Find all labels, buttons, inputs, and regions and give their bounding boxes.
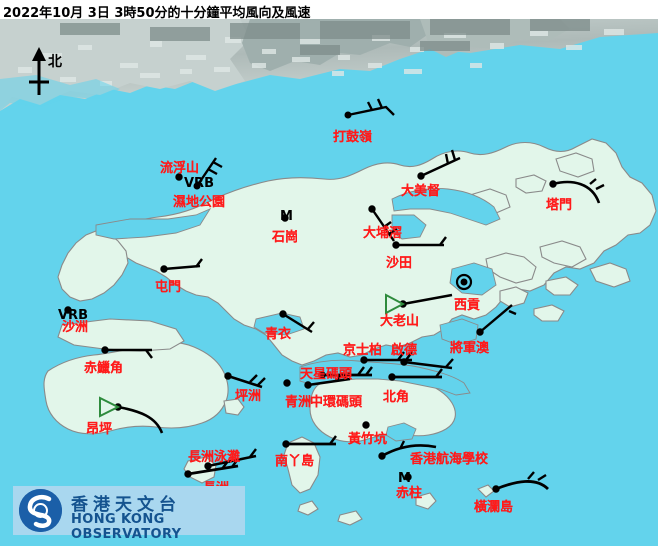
hko-logo: 香港天文台 HONG KONG OBSERVATORY: [13, 486, 245, 542]
station-label: 沙洲: [62, 320, 89, 335]
station-label: 香港航海學校: [410, 452, 489, 467]
barb-ta-kwu-ling: [344, 98, 395, 119]
station-label: 大美督: [401, 184, 441, 199]
station-label: 赤柱: [396, 486, 423, 501]
mainland-landmass: [0, 19, 658, 111]
station-label: 坪洲: [235, 389, 262, 404]
map-graphics: [0, 19, 658, 546]
station-label: 塔門: [546, 198, 573, 213]
barb-chek-lap-kok: [101, 346, 153, 359]
barb-cheung-chau: [184, 458, 239, 478]
station-label: 京士柏: [343, 343, 383, 358]
barb-peng-chau: [224, 372, 266, 389]
station-label: 昂坪: [86, 422, 113, 437]
station-label: 南丫島: [275, 454, 315, 469]
station-label: VRB: [184, 176, 214, 191]
marker-green-island: [283, 379, 291, 387]
harbour-water: [95, 188, 501, 442]
station-label: 青洲: [285, 395, 312, 410]
station-label: 屯門: [155, 280, 182, 295]
marker-shek-kong: [281, 214, 289, 222]
title-bar: 2022年10月 3日 3時50分的十分鐘平均風向及風速: [0, 0, 658, 21]
barb-hk-sea-school: [378, 440, 437, 460]
barb-tai-po-kau: [368, 205, 398, 242]
map-canvas: 北 打鼓嶺 流浮山 VRB 濕地公園 大美督 塔門 石崗 M 大埔滘 沙田 屯門 西貢 沙洲 VRB 大老山…: [0, 19, 658, 546]
barb-tai-mei-tuk: [417, 149, 461, 180]
station-label: 啟德: [391, 343, 418, 358]
barb-waglan: [492, 471, 549, 493]
hko-swirl-icon: [19, 489, 62, 532]
barb-star-ferry: [318, 366, 373, 379]
station-label: 大埔滘: [363, 226, 403, 241]
marker-sha-chau: [64, 306, 72, 314]
barb-cheung-chau-beach: [204, 448, 257, 470]
station-label: 將軍澳: [450, 341, 490, 356]
station-label: 大老山: [380, 314, 420, 329]
hko-logo-english: HONG KONG OBSERVATORY: [71, 512, 182, 542]
barb-kai-tak: [400, 358, 454, 370]
barb-ngong-ping: [99, 396, 164, 434]
station-label: 流浮山: [160, 161, 200, 176]
marker-wong-chuk-hang: [362, 421, 370, 429]
north-label: 北: [48, 54, 62, 70]
station-label: M: [280, 209, 293, 224]
hko-logo-chinese: 香港天文台: [71, 495, 181, 515]
barb-tseung-kwan-o: [476, 304, 517, 336]
north-arrow-icon: [29, 47, 49, 95]
barb-tates-cairn: [385, 293, 453, 315]
barb-lamma: [282, 435, 337, 448]
wind-barbs: [64, 98, 605, 493]
station-label: M: [398, 471, 411, 486]
barb-tuen-mun: [160, 258, 203, 273]
page-title: 2022年10月 3日 3時50分的十分鐘平均風向及風速: [3, 6, 311, 21]
hongkong-landmass: [43, 138, 657, 526]
station-label: 濕地公園: [173, 195, 226, 210]
barb-wetland-park: [193, 157, 223, 190]
barb-central-pier: [304, 371, 351, 389]
station-label: 沙田: [386, 256, 413, 271]
station-label: 中環碼頭: [310, 395, 363, 410]
station-label: 青衣: [265, 327, 292, 342]
marker-stanley: [404, 473, 412, 481]
station-label: 黃竹坑: [348, 432, 388, 447]
barb-sha-tin: [392, 236, 447, 249]
station-label: 天星碼頭: [300, 367, 353, 382]
barb-north-point: [388, 368, 443, 381]
marker-lau-fau-shan: [175, 173, 183, 181]
hko-logo-icon: [19, 489, 62, 532]
station-label: 長洲泳灘: [188, 450, 241, 465]
station-label: VRB: [58, 308, 88, 323]
station-label: 北角: [383, 390, 410, 405]
station-label: 橫瀾島: [474, 500, 514, 515]
station-label: 赤鱲角: [84, 361, 124, 376]
calm-symbol-sai-kung: [455, 273, 473, 291]
station-label: 打鼓嶺: [333, 130, 373, 145]
compass-rose: 北: [22, 45, 82, 101]
station-label: 西貢: [454, 298, 481, 313]
barb-tsing-yi: [279, 310, 315, 334]
barb-tap-mun: [549, 178, 605, 204]
station-label: 石崗: [272, 230, 299, 245]
